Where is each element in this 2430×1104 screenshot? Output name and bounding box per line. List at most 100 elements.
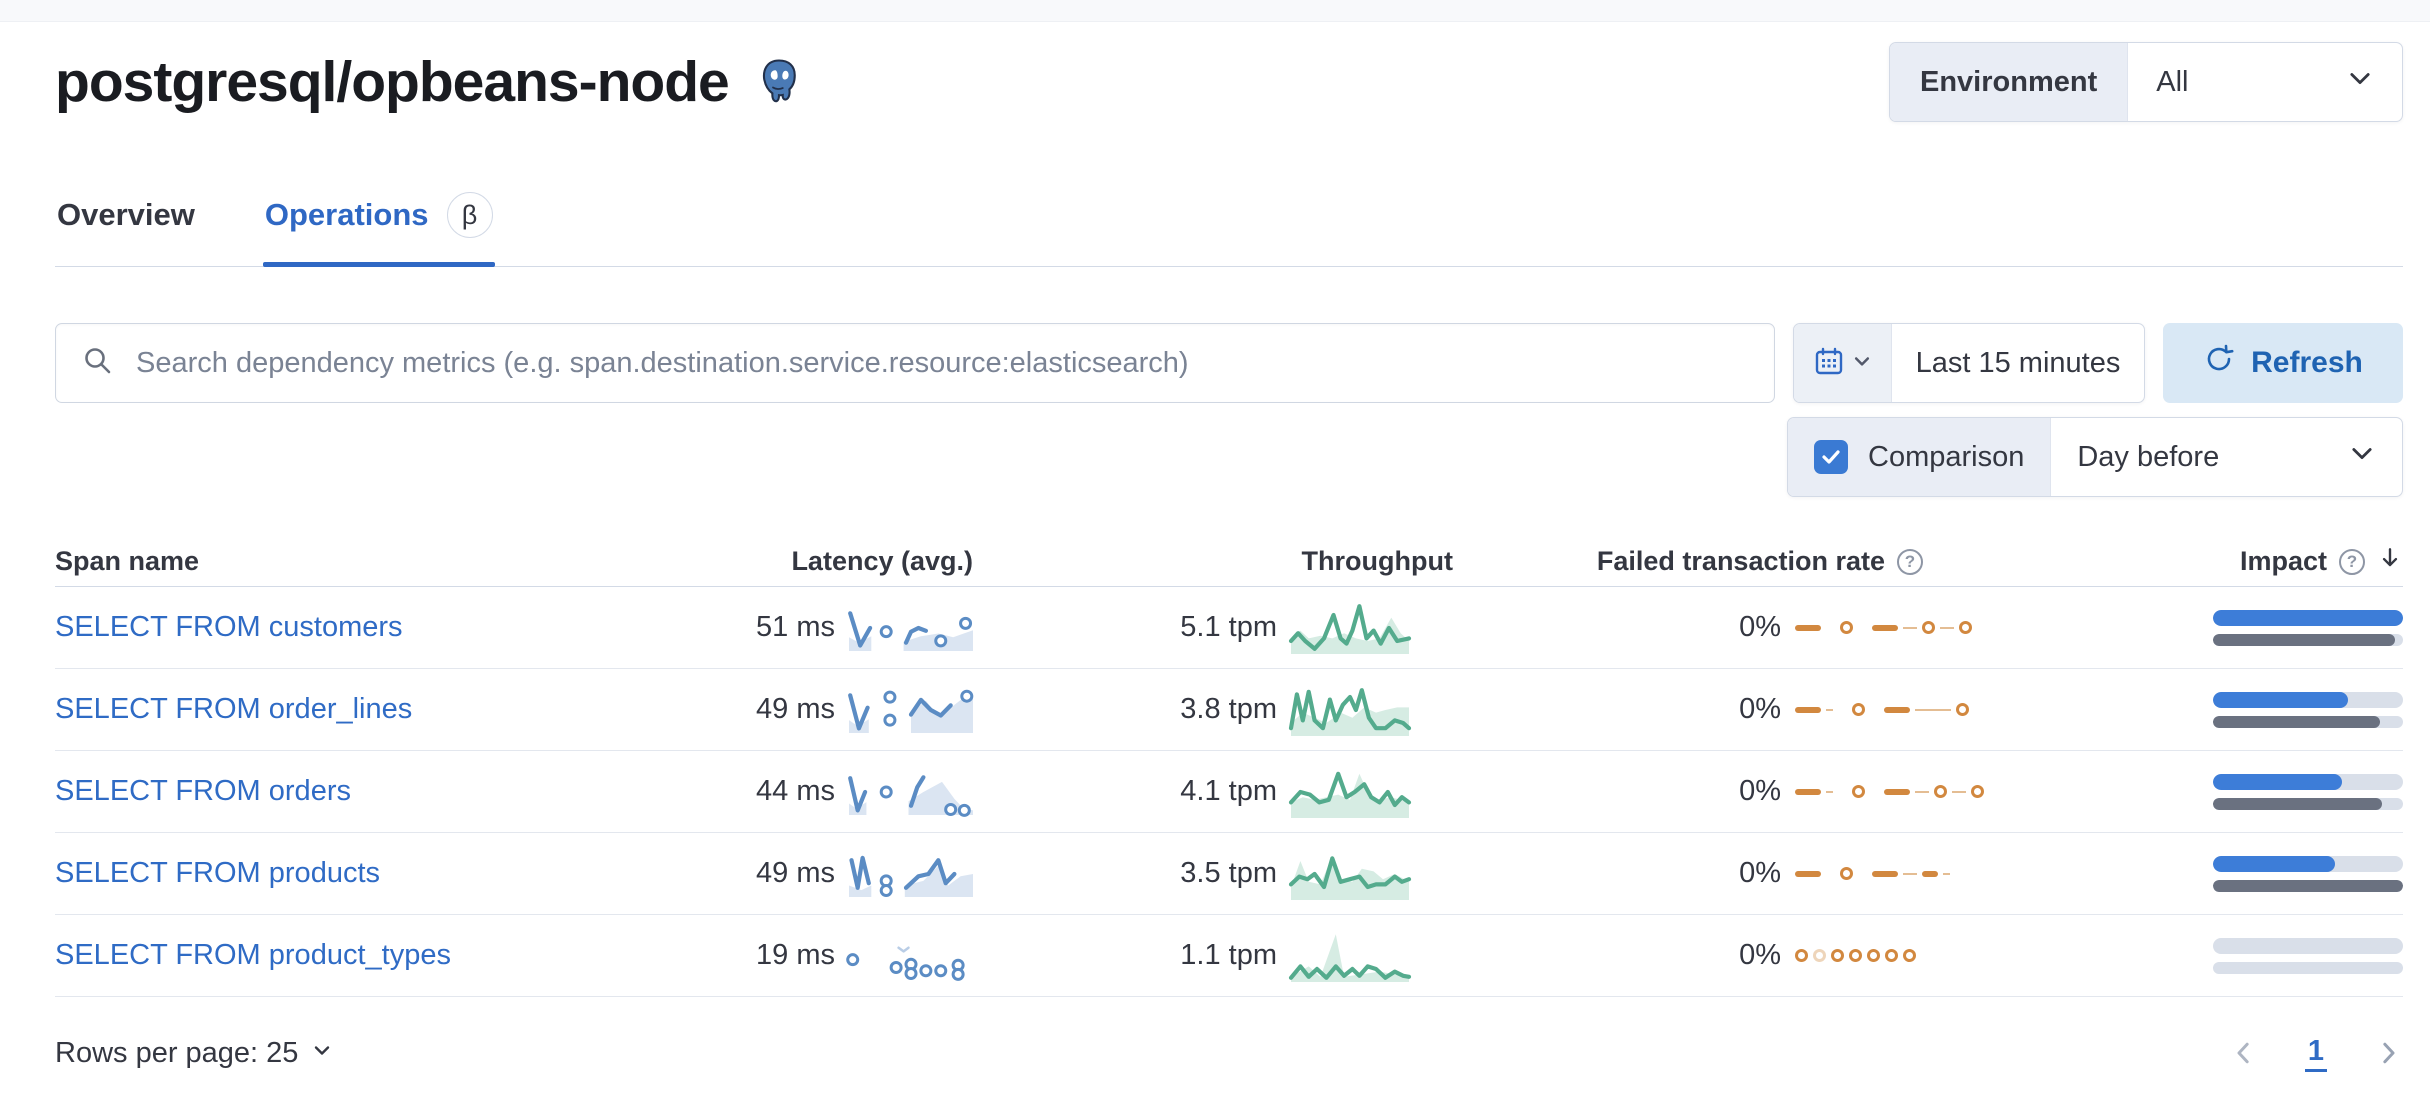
failed-rate-sparkline (1795, 703, 1969, 716)
comparison-checkbox[interactable] (1814, 440, 1848, 474)
chevron-down-icon (2348, 439, 2376, 475)
next-page-icon[interactable] (2373, 1038, 2403, 1068)
throughput-value: 4.1 tpm (1180, 775, 1277, 807)
search-icon (82, 345, 114, 382)
failed-rate-value: 0% (1739, 693, 1781, 725)
environment-select-label: Environment (1890, 43, 2129, 121)
throughput-value: 1.1 tpm (1180, 939, 1277, 971)
impact-bar-previous (2213, 633, 2396, 646)
impact-bar-current (2213, 773, 2343, 790)
column-header-impact[interactable]: Impact ? (1923, 545, 2403, 578)
column-header-throughput[interactable]: Throughput (1301, 546, 1453, 576)
page-number[interactable]: 1 (2304, 1035, 2327, 1072)
operations-table: Span name Latency (avg.) Throughput Fail… (55, 537, 2403, 997)
page-title: postgresql/opbeans-node (55, 46, 803, 118)
latency-sparkline-chart (848, 689, 974, 733)
impact-bars (2213, 773, 2403, 810)
chevron-down-icon (310, 1037, 334, 1070)
table-row: SELECT FROM orders 44 ms 4.1 tpm 0% (55, 751, 2403, 833)
refresh-icon (2203, 343, 2235, 383)
help-question-icon[interactable]: ? (1897, 548, 1923, 575)
span-name-link[interactable]: SELECT FROM products (55, 857, 381, 889)
span-name-link[interactable]: SELECT FROM orders (55, 775, 351, 807)
time-range-value: Last 15 minutes (1915, 346, 2121, 379)
impact-bars (2213, 855, 2403, 892)
failed-rate-sparkline (1795, 867, 1950, 880)
latency-value: 49 ms (756, 857, 835, 889)
table-footer: Rows per page: 25 1 (55, 1021, 2403, 1085)
environment-select[interactable]: Environment All (1889, 42, 2403, 122)
calendar-icon (1814, 346, 1844, 381)
help-question-icon[interactable]: ? (2339, 548, 2365, 575)
column-header-latency[interactable]: Latency (avg.) (791, 546, 973, 576)
search-box (55, 323, 1775, 403)
query-controls: Last 15 minutes Refresh (55, 323, 2403, 403)
impact-bars (2213, 609, 2403, 646)
latency-sparkline-chart (848, 774, 973, 817)
chevron-down-icon (1852, 351, 1872, 376)
span-name-link[interactable]: SELECT FROM order_lines (55, 693, 413, 725)
impact-bar-previous (2213, 715, 2381, 728)
failed-rate-sparkline (1795, 949, 1923, 962)
column-header-failed-rate[interactable]: Failed transaction rate ? (1453, 546, 1923, 577)
tab-overview[interactable]: Overview (57, 197, 195, 232)
comparison-select[interactable]: Day before (2051, 418, 2402, 496)
failed-rate-value: 0% (1739, 775, 1781, 807)
failed-rate-sparkline (1795, 785, 1984, 798)
impact-bars (2213, 937, 2403, 974)
latency-value: 44 ms (756, 775, 835, 807)
environment-select-value: All (2156, 65, 2189, 98)
impact-bar-current (2213, 855, 2335, 872)
latency-sparkline-chart (849, 855, 973, 897)
tab-bar: Overview Operations β (55, 178, 2403, 267)
chevron-down-icon (2346, 64, 2374, 100)
top-chrome-strip (0, 0, 2430, 22)
page-header: postgresql/opbeans-node Environment All (55, 42, 2403, 122)
dependency-detail-page: postgresql/opbeans-node Environment All (0, 42, 2430, 1085)
tab-operations[interactable]: Operations β (262, 178, 495, 267)
table-row: SELECT FROM products 49 ms 3.5 tpm 0% (55, 833, 2403, 915)
impact-bars (2213, 691, 2403, 728)
impact-bar-previous (2213, 797, 2383, 810)
latency-sparkline-chart (848, 610, 973, 651)
failed-rate-sparkline (1795, 621, 1972, 634)
comparison-label: Comparison (1868, 440, 2025, 473)
search-input[interactable] (134, 345, 1748, 381)
throughput-sparkline-chart (1288, 855, 1412, 900)
table-header-row: Span name Latency (avg.) Throughput Fail… (55, 537, 2403, 587)
latency-value: 19 ms (756, 939, 835, 971)
failed-rate-value: 0% (1739, 939, 1781, 971)
refresh-button[interactable]: Refresh (2163, 323, 2403, 403)
column-header-span-name: Span name (55, 546, 200, 576)
pagination: 1 (2229, 1035, 2403, 1072)
sort-descending-icon (2377, 545, 2403, 578)
table-body: SELECT FROM customers 51 ms 5.1 tpm 0% S… (55, 587, 2403, 997)
throughput-value: 5.1 tpm (1180, 611, 1277, 643)
throughput-sparkline-chart (1288, 603, 1412, 654)
span-name-link[interactable]: SELECT FROM customers (55, 611, 403, 643)
latency-value: 49 ms (756, 693, 835, 725)
comparison-control: Comparison Day before (1787, 417, 2403, 497)
postgresql-elephant-icon (755, 52, 803, 118)
throughput-value: 3.5 tpm (1180, 857, 1277, 889)
failed-rate-value: 0% (1739, 611, 1781, 643)
span-name-link[interactable]: SELECT FROM product_types (55, 939, 451, 971)
latency-value: 51 ms (756, 611, 835, 643)
comparison-select-value: Day before (2077, 440, 2220, 473)
date-picker-button[interactable]: Last 15 minutes (1793, 323, 2145, 403)
table-row: SELECT FROM customers 51 ms 5.1 tpm 0% (55, 587, 2403, 669)
impact-bar-current (2213, 691, 2348, 708)
table-row: SELECT FROM order_lines 49 ms 3.8 tpm 0% (55, 669, 2403, 751)
comparison-row: Comparison Day before (55, 417, 2403, 497)
throughput-sparkline-chart (1288, 771, 1412, 818)
table-row: SELECT FROM product_types 19 ms 1.1 tpm … (55, 915, 2403, 997)
throughput-sparkline-chart (1288, 687, 1412, 736)
rows-per-page-button[interactable]: Rows per page: 25 (55, 1037, 334, 1070)
beta-badge: β (446, 192, 493, 238)
latency-sparkline-chart (846, 945, 965, 981)
throughput-sparkline-chart (1288, 933, 1412, 982)
throughput-value: 3.8 tpm (1180, 693, 1277, 725)
page-title-text: postgresql/opbeans-node (55, 50, 730, 114)
impact-bar-previous (2213, 879, 2403, 892)
previous-page-icon[interactable] (2229, 1038, 2259, 1068)
